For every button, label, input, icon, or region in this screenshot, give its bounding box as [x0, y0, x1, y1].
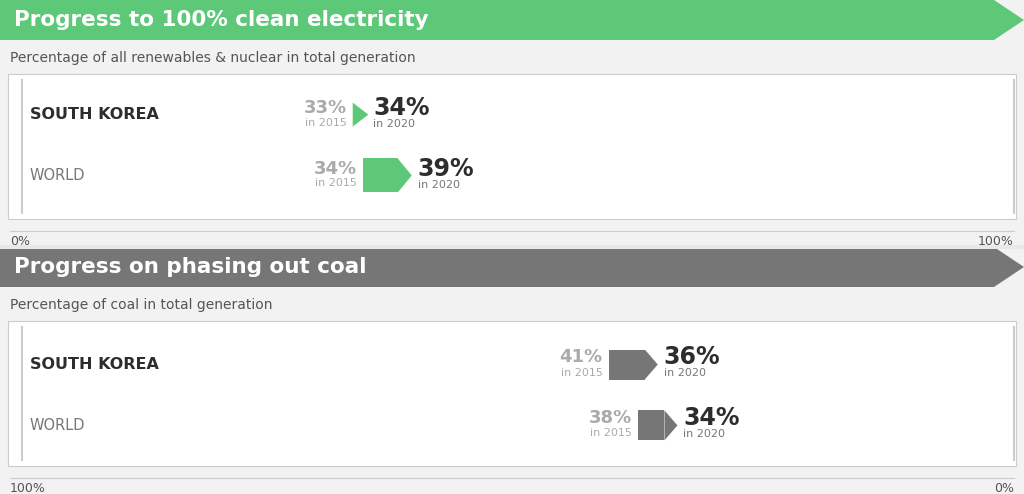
Text: in 2020: in 2020: [374, 119, 416, 128]
Bar: [0, 245, 1024, 249]
Text: 100%: 100%: [978, 235, 1014, 248]
Text: in 2015: in 2015: [590, 428, 632, 438]
FancyBboxPatch shape: [608, 349, 645, 379]
Text: SOUTH KOREA: SOUTH KOREA: [30, 107, 159, 122]
Text: in 2015: in 2015: [314, 178, 356, 189]
Text: 41%: 41%: [559, 348, 602, 367]
Text: 39%: 39%: [418, 157, 474, 180]
Text: WORLD: WORLD: [30, 168, 85, 183]
Polygon shape: [397, 159, 412, 193]
Bar: [0, 247, 1024, 494]
Bar: [8, 321, 1016, 466]
Polygon shape: [665, 411, 678, 440]
Text: 0%: 0%: [994, 482, 1014, 494]
Text: in 2015: in 2015: [305, 118, 347, 127]
Polygon shape: [645, 349, 657, 379]
Polygon shape: [0, 247, 1024, 287]
FancyBboxPatch shape: [638, 411, 665, 440]
Text: 33%: 33%: [303, 99, 347, 117]
Polygon shape: [352, 103, 369, 126]
Text: in 2020: in 2020: [683, 429, 725, 439]
Text: 34%: 34%: [374, 96, 430, 120]
Text: Progress on phasing out coal: Progress on phasing out coal: [14, 257, 367, 277]
Text: SOUTH KOREA: SOUTH KOREA: [30, 357, 159, 372]
Text: in 2020: in 2020: [664, 369, 706, 378]
Text: 100%: 100%: [10, 482, 46, 494]
Text: 38%: 38%: [589, 410, 632, 427]
Text: 0%: 0%: [10, 235, 30, 248]
Polygon shape: [0, 0, 1024, 40]
FancyBboxPatch shape: [362, 159, 397, 193]
Text: WORLD: WORLD: [30, 418, 85, 433]
Bar: [0, 0, 1024, 247]
Text: 34%: 34%: [683, 407, 740, 430]
Text: in 2015: in 2015: [561, 368, 602, 377]
Text: in 2020: in 2020: [418, 179, 460, 190]
Bar: [8, 74, 1016, 219]
Text: Percentage of all renewables & nuclear in total generation: Percentage of all renewables & nuclear i…: [10, 51, 416, 65]
Text: Percentage of coal in total generation: Percentage of coal in total generation: [10, 298, 272, 312]
Text: 36%: 36%: [664, 345, 721, 370]
Text: 34%: 34%: [313, 160, 356, 177]
Text: Progress to 100% clean electricity: Progress to 100% clean electricity: [14, 10, 429, 30]
